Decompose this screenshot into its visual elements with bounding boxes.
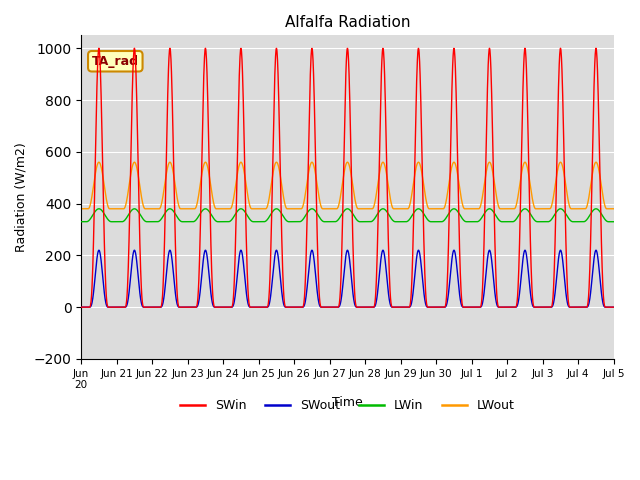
Legend: SWin, SWout, LWin, LWout: SWin, SWout, LWin, LWout <box>175 395 520 418</box>
X-axis label: Time: Time <box>332 396 363 409</box>
Title: Alfalfa Radiation: Alfalfa Radiation <box>285 15 410 30</box>
Y-axis label: Radiation (W/m2): Radiation (W/m2) <box>15 142 28 252</box>
Text: TA_rad: TA_rad <box>92 55 139 68</box>
